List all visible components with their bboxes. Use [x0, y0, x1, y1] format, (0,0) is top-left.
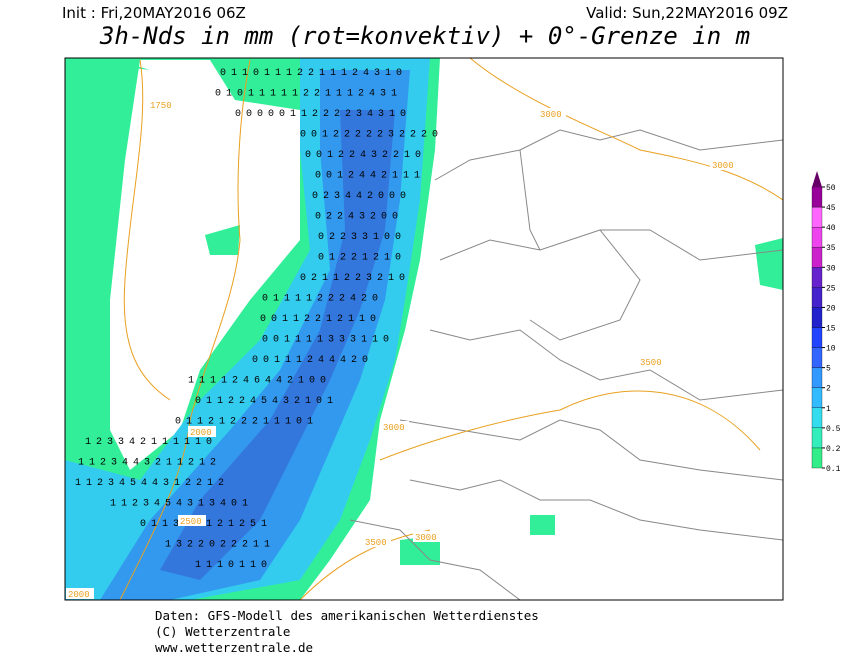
colorbar-label: 0.5 [826, 425, 841, 434]
colorbar-bin [811, 407, 823, 429]
contour-label: 3500 [365, 538, 387, 548]
colorbar-label: 25 [826, 284, 836, 293]
precip-values: 1 1 2 3 4 5 4 4 3 1 2 2 1 2 [75, 478, 224, 489]
footer-line: Daten: GFS-Modell des amerikanischen Wet… [155, 608, 539, 623]
precip-values: 0 0 1 1 1 2 4 4 4 2 0 [252, 355, 368, 366]
colorbar-bin [811, 287, 823, 308]
colorbar-label: 45 [826, 204, 836, 213]
map-frame [64, 57, 784, 601]
colorbar-label: 40 [826, 224, 836, 233]
contour-label: 2500 [180, 517, 202, 527]
colorbar-bin [811, 347, 823, 368]
contour-label-bg [188, 426, 216, 437]
colorbar-bin [811, 226, 823, 248]
colorbar-bin [811, 387, 823, 408]
precip-values: 0 1 0 1 1 1 1 1 2 2 1 1 1 2 4 3 1 [215, 89, 397, 100]
contour-label-bg [148, 99, 176, 110]
borders [349, 129, 783, 600]
precip-values: 0 0 0 0 0 1 1 2 2 2 2 3 4 3 1 0 [235, 109, 406, 120]
precip-values: 1 3 2 2 0 2 2 2 1 1 [165, 540, 270, 551]
precip-values: 0 0 1 2 2 2 2 2 3 2 2 2 0 [300, 130, 438, 141]
precip-values: 0 1 2 2 1 2 1 0 [318, 253, 401, 264]
map-title: 3h-Nds in mm (rot=konvektiv) + 0°-Grenze… [99, 22, 751, 50]
precip-values: 1 2 3 3 4 2 1 1 1 1 1 0 [85, 437, 212, 448]
colorbar-label: 20 [826, 304, 836, 313]
init-time: Init : Fri,20MAY2016 06Z [62, 4, 246, 22]
precip-values: 0 1 1 0 1 1 1 2 2 1 1 1 2 4 3 1 0 [220, 68, 402, 79]
colorbar-label: 10 [826, 345, 836, 354]
precip-values: 0 1 1 2 1 2 2 2 1 1 1 0 1 [175, 417, 313, 428]
contour-label-bg [381, 421, 409, 432]
precip-values: 1 1 2 3 4 4 3 2 1 1 2 1 2 [78, 458, 216, 469]
precip-area [160, 110, 395, 580]
colorbar-bin [811, 267, 823, 288]
colorbar-bin [811, 447, 823, 469]
colorbar-bin [811, 367, 823, 388]
colorbar-cap [812, 171, 822, 187]
contour-label: 2000 [190, 428, 212, 438]
colorbar-bin [811, 307, 823, 328]
precip-values: 0 2 2 3 3 1 0 0 [318, 232, 401, 243]
contours [119, 58, 783, 600]
precip-values: 1 1 1 0 1 1 0 [195, 560, 267, 571]
precip-values: 0 2 1 1 2 2 3 2 1 0 [300, 273, 405, 284]
precip-values: 0 0 1 1 1 1 3 3 3 1 1 0 [262, 335, 389, 346]
precip-values: 0 1 1 1 1 2 2 2 4 2 0 [262, 294, 378, 305]
precip-values: 0 0 1 2 2 4 3 2 2 1 0 [305, 150, 421, 161]
precip-values: 1 1 2 3 4 5 4 3 1 3 4 0 1 [110, 499, 248, 510]
contour-label-bg [363, 536, 391, 547]
colorbar-label: 50 [826, 184, 836, 193]
contour-label-bg [413, 531, 441, 542]
footer-line: www.wetterzentrale.de [155, 640, 314, 655]
colorbar-label: 0.1 [826, 465, 841, 474]
colorbar-label: 30 [826, 264, 836, 273]
colorbar-bin [811, 427, 823, 449]
contour-label-bg [538, 108, 566, 119]
colorbar-label: 15 [826, 325, 836, 334]
colorbar-bin [811, 186, 823, 208]
colorbar-label: 1 [826, 405, 831, 414]
colorbar-label: 2 [826, 385, 831, 394]
contour-label: 3000 [540, 110, 562, 120]
precip-values: 0 2 2 4 3 2 0 0 [315, 212, 398, 223]
precip-values: 0 0 1 1 2 2 1 2 1 1 0 [260, 314, 376, 325]
contour-label-bg [178, 515, 206, 526]
colorbar-label: 0.2 [826, 445, 841, 454]
precip-values: 0 2 3 4 4 2 0 0 0 [312, 191, 406, 202]
contour-label-bg [638, 356, 666, 367]
colorbar-bin [811, 206, 823, 228]
contour-label: 3500 [640, 358, 662, 368]
contour-label: 3000 [712, 161, 734, 171]
dry-area [110, 60, 300, 470]
contour-label: 2000 [68, 590, 90, 600]
colorbar-label: 5 [826, 365, 831, 374]
colorbar-bin [811, 247, 823, 268]
precip-values: 1 1 1 1 2 4 6 4 4 2 1 0 0 [188, 376, 326, 387]
precip-values: 0 1 1 2 2 4 5 4 3 2 1 0 1 [195, 396, 333, 407]
precip-area [100, 70, 410, 600]
contour-label-bg [710, 159, 738, 170]
precip-values: 0 0 1 2 4 4 2 1 1 1 [315, 171, 420, 182]
colorbar-label: 35 [826, 244, 836, 253]
contour-label: 1750 [150, 101, 172, 111]
contour-label: 3000 [383, 423, 405, 433]
contour-label-bg [66, 588, 94, 599]
colorbar-bin [811, 327, 823, 348]
footer-line: (C) Wetterzentrale [155, 624, 291, 639]
contour-label: 3000 [415, 533, 437, 543]
map-body: 0 1 1 0 1 1 1 2 2 1 1 1 2 4 3 1 0 0 1 0 1… [65, 58, 783, 600]
valid-time: Valid: Sun,22MAY2016 09Z [586, 4, 788, 22]
